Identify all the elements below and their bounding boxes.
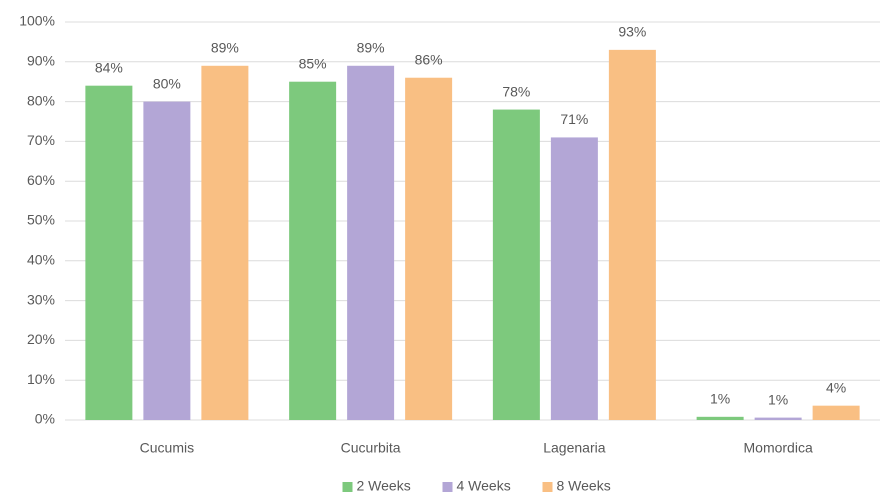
bar [812,405,860,420]
bar [550,137,598,421]
x-tick-label: Cucurbita [341,440,401,456]
bar [608,49,656,421]
bar [289,81,337,420]
y-tick-label: 20% [27,331,55,347]
x-tick-label: Momordica [744,440,813,456]
data-label: 86% [415,51,443,67]
x-tick-label: Cucumis [140,440,194,456]
data-label: 89% [211,39,239,55]
bar [492,109,540,420]
y-tick-label: 100% [19,13,55,29]
data-label: 71% [560,111,588,127]
data-label: 80% [153,75,181,91]
legend-swatch [542,482,553,492]
x-tick-label: Lagenaria [543,440,605,456]
y-tick-label: 0% [35,411,55,427]
data-label: 89% [357,39,385,55]
data-label: 84% [95,59,123,75]
y-tick-label: 10% [27,371,55,387]
y-tick-label: 40% [27,252,55,268]
bar [201,65,249,420]
y-tick-label: 30% [27,291,55,307]
data-label: 4% [826,379,846,395]
bar [405,77,453,420]
legend-label: 4 Weeks [457,478,511,494]
data-label: 1% [710,391,730,407]
data-label: 1% [768,391,788,407]
y-tick-label: 50% [27,212,55,228]
y-tick-label: 70% [27,132,55,148]
data-label: 78% [502,83,530,99]
legend-swatch [342,482,353,492]
y-tick-label: 80% [27,92,55,108]
bar [696,416,744,420]
y-tick-label: 90% [27,53,55,69]
legend-label: 8 Weeks [557,478,611,494]
legend-swatch [442,482,453,492]
legend-label: 2 Weeks [357,478,411,494]
bar [754,417,802,420]
y-tick-label: 60% [27,172,55,188]
bar [85,85,133,421]
bar [143,101,191,420]
bar [347,65,395,420]
data-label: 85% [299,55,327,71]
data-label: 93% [618,24,646,40]
